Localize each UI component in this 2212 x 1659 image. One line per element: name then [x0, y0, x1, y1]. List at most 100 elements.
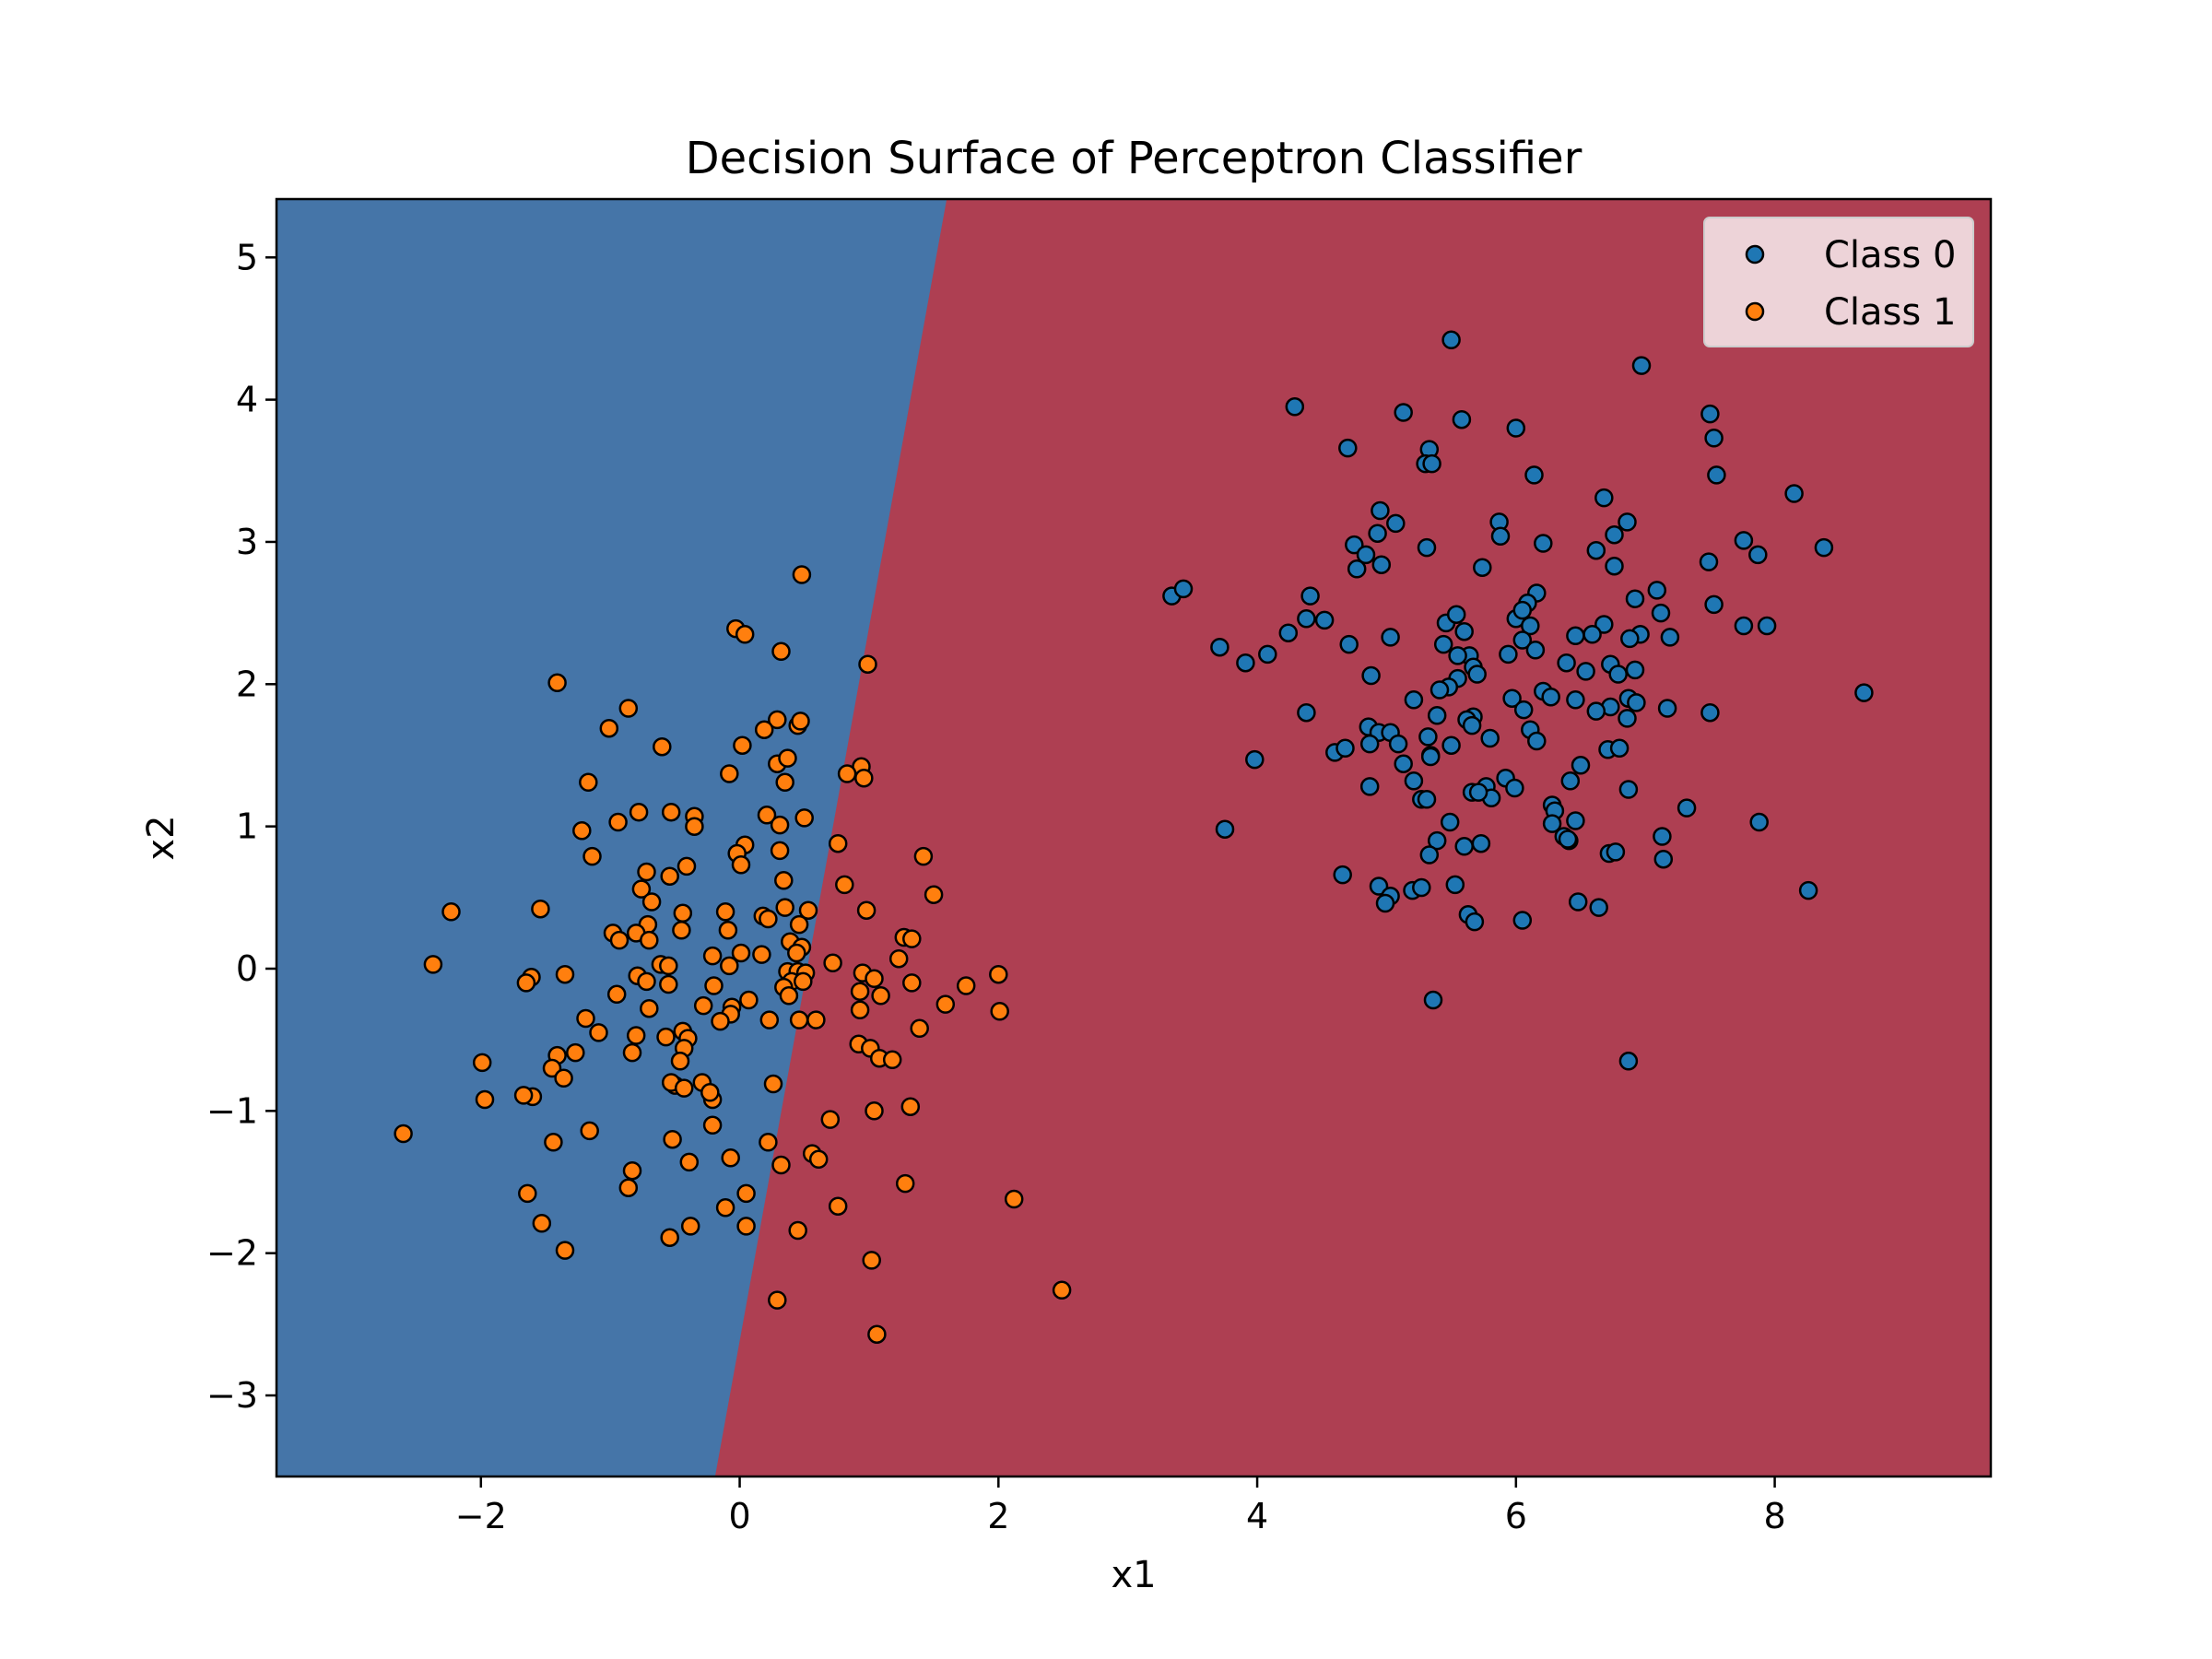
series-class-1 — [394, 565, 1072, 1344]
data-point-class-0 — [1480, 728, 1500, 748]
data-point-class-1 — [854, 768, 874, 788]
legend-label-class-0: Class 0 — [1824, 234, 1956, 276]
data-point-class-1 — [768, 710, 787, 730]
data-point-class-0 — [1386, 513, 1406, 534]
data-point-class-0 — [1473, 558, 1492, 577]
data-point-class-0 — [1571, 756, 1591, 775]
data-point-class-1 — [579, 772, 598, 793]
data-point-class-0 — [1566, 690, 1585, 710]
data-point-class-1 — [759, 1133, 778, 1152]
data-point-class-1 — [754, 720, 774, 739]
data-point-class-0 — [1653, 827, 1672, 846]
data-point-class-1 — [609, 930, 629, 950]
data-point-class-0 — [1471, 833, 1491, 853]
data-point-class-0 — [1589, 898, 1608, 917]
data-point-class-1 — [572, 821, 592, 841]
data-point-class-1 — [660, 866, 679, 886]
data-point-class-1 — [888, 948, 909, 969]
data-point-class-0 — [1388, 734, 1408, 754]
data-point-class-0 — [1527, 731, 1547, 751]
data-point-class-0 — [1558, 830, 1578, 849]
data-point-class-1 — [924, 885, 944, 904]
data-point-class-0 — [1381, 628, 1400, 647]
data-point-class-0 — [1245, 749, 1265, 770]
data-point-class-1 — [794, 808, 814, 828]
data-point-class-1 — [663, 1129, 682, 1149]
data-point-class-0 — [1423, 990, 1443, 1010]
data-point-class-0 — [1568, 892, 1588, 912]
data-point-class-1 — [792, 565, 812, 584]
data-point-class-0 — [1258, 644, 1277, 665]
data-point-class-0 — [1418, 727, 1438, 747]
data-point-class-0 — [1609, 738, 1630, 759]
data-point-class-0 — [1734, 531, 1754, 550]
data-point-class-1 — [956, 976, 976, 995]
data-point-class-0 — [1427, 830, 1447, 851]
data-point-class-0 — [1524, 465, 1544, 485]
data-point-class-0 — [1734, 616, 1754, 636]
data-point-class-0 — [1420, 747, 1441, 767]
x-tick-label: 4 — [1246, 1496, 1268, 1536]
data-point-class-0 — [1369, 877, 1389, 896]
data-point-class-1 — [990, 1002, 1009, 1021]
data-point-class-0 — [1452, 409, 1472, 429]
data-point-class-1 — [775, 898, 794, 917]
data-point-class-1 — [770, 841, 790, 861]
data-point-class-1 — [757, 806, 777, 825]
data-point-class-0 — [1606, 842, 1626, 862]
data-point-class-1 — [659, 956, 678, 976]
data-point-class-0 — [1422, 453, 1441, 474]
x-tick-label: 6 — [1505, 1496, 1527, 1536]
data-point-class-0 — [1625, 589, 1645, 608]
data-point-class-1 — [791, 712, 810, 731]
data-point-class-0 — [1620, 629, 1640, 649]
data-point-class-0 — [1462, 715, 1482, 735]
data-point-class-1 — [670, 1052, 690, 1071]
data-point-class-0 — [1446, 605, 1466, 624]
data-point-class-1 — [599, 718, 619, 738]
data-point-class-1 — [606, 984, 627, 1005]
data-point-class-0 — [1594, 488, 1614, 508]
data-point-class-0 — [1440, 812, 1460, 832]
data-point-class-1 — [1004, 1189, 1024, 1209]
data-point-class-0 — [1236, 653, 1255, 673]
data-point-class-0 — [1433, 634, 1453, 654]
data-point-class-1 — [674, 1078, 694, 1098]
legend-marker-class-0 — [1745, 244, 1765, 265]
data-point-class-1 — [858, 654, 877, 674]
data-point-class-0 — [1347, 559, 1367, 579]
data-point-class-0 — [1502, 688, 1522, 708]
data-point-class-1 — [856, 900, 877, 920]
data-point-class-1 — [902, 973, 922, 993]
decision-region-class-1 — [714, 199, 1991, 1477]
data-point-class-0 — [1278, 623, 1299, 642]
data-point-class-0 — [1394, 403, 1413, 422]
data-point-class-1 — [513, 1086, 534, 1105]
data-point-class-0 — [1618, 780, 1639, 799]
data-point-class-1 — [823, 953, 842, 973]
data-point-class-0 — [1700, 702, 1720, 723]
data-point-class-0 — [1419, 845, 1440, 865]
y-tick-label: 1 — [236, 806, 258, 847]
data-point-class-1 — [721, 1148, 740, 1168]
data-point-class-1 — [731, 855, 751, 875]
data-point-class-1 — [771, 641, 791, 662]
data-point-class-0 — [1704, 429, 1724, 448]
x-axis-label: x1 — [1111, 1554, 1156, 1596]
data-point-class-0 — [1297, 702, 1316, 723]
data-point-class-0 — [1314, 610, 1335, 630]
data-point-class-1 — [472, 1053, 492, 1073]
data-point-class-1 — [518, 1183, 537, 1204]
data-point-class-1 — [770, 815, 790, 835]
data-point-class-1 — [700, 1083, 720, 1102]
data-point-class-1 — [910, 1018, 929, 1039]
data-point-class-1 — [752, 945, 771, 964]
data-point-class-0 — [1210, 637, 1230, 657]
data-point-class-0 — [1566, 811, 1585, 830]
data-point-class-1 — [1052, 1280, 1072, 1300]
data-point-class-1 — [736, 1217, 756, 1236]
x-tick-label: 0 — [728, 1496, 750, 1536]
data-point-class-1 — [736, 1183, 756, 1204]
data-point-class-1 — [913, 846, 934, 866]
data-point-class-0 — [1371, 500, 1390, 521]
